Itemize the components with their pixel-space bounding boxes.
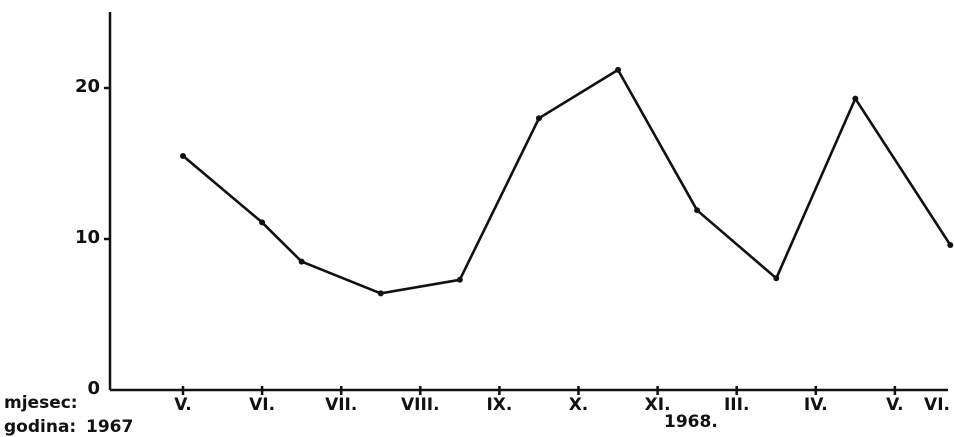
x-tick-label: VI. xyxy=(924,395,950,415)
x-tick-label: VI. xyxy=(249,395,276,415)
data-point xyxy=(180,152,186,159)
y-tick-label: 10 xyxy=(74,227,100,248)
data-point xyxy=(456,276,463,283)
y-ticks xyxy=(104,86,110,241)
x-tick-label: IV. xyxy=(803,395,828,415)
year-row-label: godina: xyxy=(4,417,77,437)
data-point xyxy=(852,95,859,102)
data-point xyxy=(377,290,384,297)
data-point xyxy=(947,242,954,249)
x-tick-label: XI. xyxy=(644,395,671,415)
data-series xyxy=(180,66,954,297)
x-tick-label: X. xyxy=(568,395,589,415)
month-row-label: mjesec: xyxy=(4,393,78,413)
data-point xyxy=(298,258,305,265)
data-point xyxy=(615,66,622,73)
x-tick-label: III. xyxy=(723,395,750,415)
series-line xyxy=(182,68,952,295)
x-tick-label: IX. xyxy=(486,395,513,415)
y-tick-label: 20 xyxy=(74,76,100,97)
data-point xyxy=(259,219,266,226)
year-label-1967: 1967 xyxy=(86,417,134,437)
x-ticks xyxy=(181,386,897,395)
x-tick-label: VII. xyxy=(325,395,358,415)
x-tick-label: VIII. xyxy=(401,395,440,415)
data-point xyxy=(535,115,542,122)
data-point xyxy=(773,275,780,282)
data-point xyxy=(694,207,701,214)
x-tick-label: V. xyxy=(886,395,904,415)
y-tick-label: 0 xyxy=(87,378,100,399)
year-label-1968: 1968. xyxy=(664,412,718,432)
x-tick-label: V. xyxy=(174,395,192,415)
